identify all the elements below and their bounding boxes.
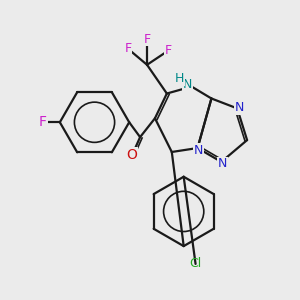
- Text: F: F: [124, 42, 132, 56]
- Text: N: N: [235, 101, 244, 114]
- Text: F: F: [143, 32, 151, 46]
- Text: N: N: [194, 143, 203, 157]
- Text: O: O: [127, 148, 138, 162]
- Text: H: H: [175, 72, 184, 85]
- Text: F: F: [39, 115, 47, 129]
- Text: Cl: Cl: [189, 257, 202, 270]
- Text: N: N: [218, 158, 227, 170]
- Text: N: N: [183, 78, 192, 91]
- Text: F: F: [164, 44, 171, 57]
